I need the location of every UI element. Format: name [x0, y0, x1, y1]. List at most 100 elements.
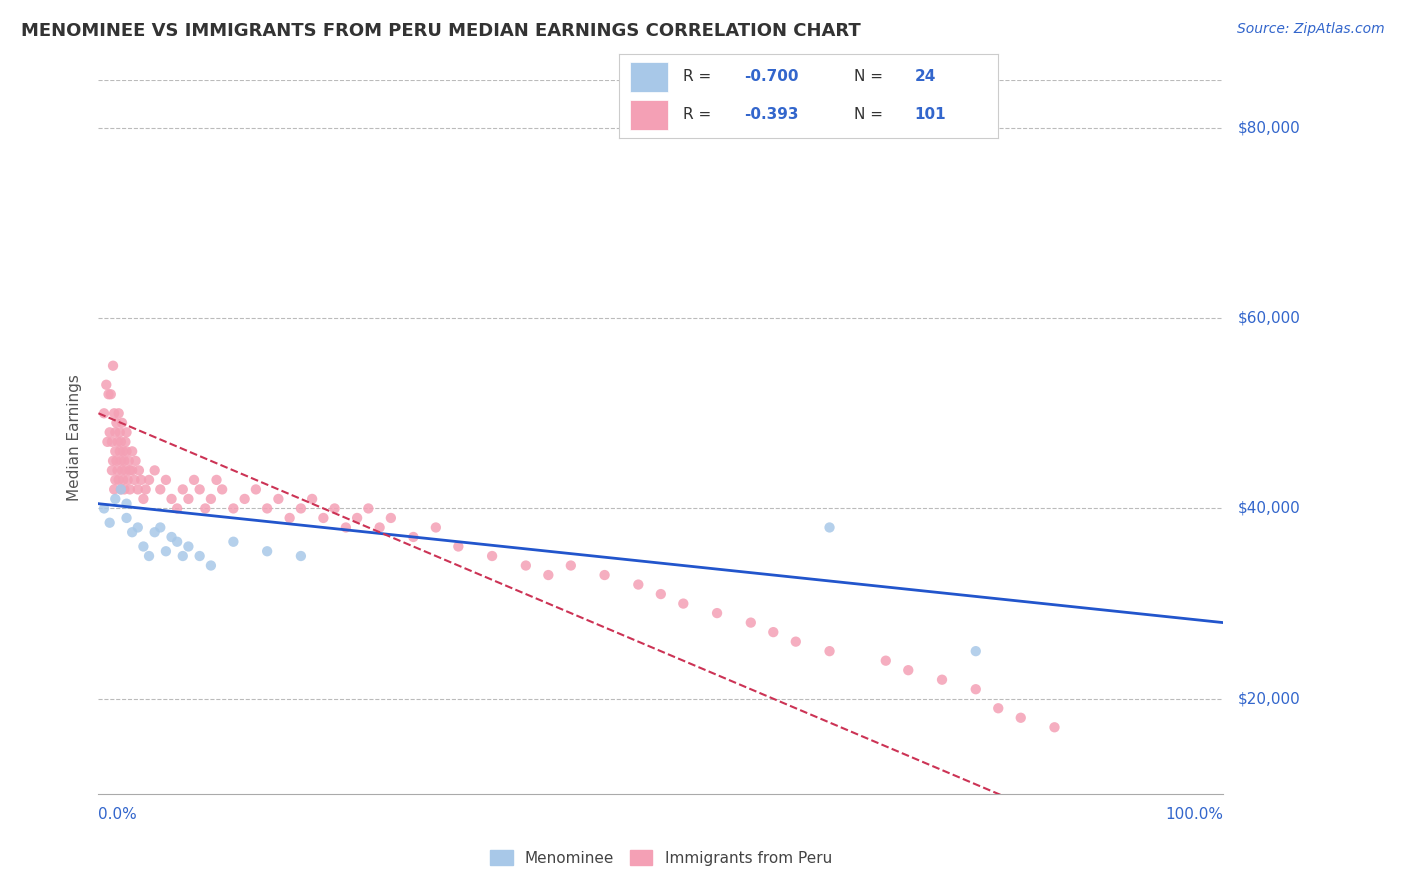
Point	[1010, 711, 1032, 725]
Point	[93, 501, 115, 516]
Point	[256, 501, 278, 516]
Point	[177, 540, 200, 554]
Point	[740, 615, 762, 630]
Text: N =: N =	[853, 70, 887, 85]
Point	[222, 501, 245, 516]
Text: $20,000: $20,000	[1237, 691, 1301, 706]
Point	[118, 454, 141, 468]
Point	[97, 387, 120, 401]
Point	[515, 558, 537, 573]
Point	[357, 501, 380, 516]
Point	[104, 491, 127, 506]
Text: 100.0%: 100.0%	[1166, 807, 1223, 822]
Point	[104, 444, 127, 458]
Point	[149, 520, 172, 534]
Text: -0.393: -0.393	[744, 107, 799, 122]
Point	[447, 540, 470, 554]
Point	[149, 483, 172, 497]
Point	[183, 473, 205, 487]
Point	[593, 568, 616, 582]
Point	[104, 473, 127, 487]
Point	[188, 549, 211, 563]
Point	[380, 511, 402, 525]
Text: -0.700: -0.700	[744, 70, 799, 85]
Point	[205, 473, 228, 487]
Point	[301, 491, 323, 506]
Point	[121, 444, 143, 458]
Point	[121, 463, 143, 477]
Point	[101, 463, 124, 477]
Point	[166, 534, 188, 549]
Point	[335, 520, 357, 534]
Point	[103, 406, 125, 420]
Point	[118, 463, 141, 477]
Point	[107, 434, 129, 449]
Point	[172, 483, 194, 497]
Bar	[630, 100, 668, 130]
Point	[98, 516, 121, 530]
Point	[117, 473, 139, 487]
Point	[267, 491, 290, 506]
Point	[290, 549, 312, 563]
Point	[108, 444, 131, 458]
Point	[166, 501, 188, 516]
Point	[155, 473, 177, 487]
Point	[127, 483, 149, 497]
Point	[368, 520, 391, 534]
Point	[107, 473, 129, 487]
Point	[965, 682, 987, 697]
Point	[672, 597, 695, 611]
Point	[110, 454, 132, 468]
Point	[138, 473, 160, 487]
Text: 101: 101	[915, 107, 946, 122]
Point	[627, 577, 650, 591]
Text: $60,000: $60,000	[1237, 310, 1301, 326]
Point	[115, 425, 138, 440]
Point	[312, 511, 335, 525]
Point	[103, 483, 125, 497]
Point	[222, 534, 245, 549]
Point	[233, 491, 256, 506]
Text: 0.0%: 0.0%	[98, 807, 138, 822]
Point	[143, 463, 166, 477]
Point	[200, 558, 222, 573]
Point	[290, 501, 312, 516]
Point	[115, 444, 138, 458]
Point	[118, 483, 141, 497]
Point	[93, 406, 115, 420]
Point	[110, 483, 132, 497]
Point	[112, 483, 135, 497]
Point	[172, 549, 194, 563]
Point	[111, 463, 134, 477]
Point	[135, 483, 157, 497]
Point	[256, 544, 278, 558]
Point	[112, 473, 135, 487]
Point	[818, 520, 841, 534]
Point	[143, 525, 166, 540]
Point	[105, 416, 128, 430]
Text: R =: R =	[683, 70, 716, 85]
Point	[110, 434, 132, 449]
Text: Source: ZipAtlas.com: Source: ZipAtlas.com	[1237, 22, 1385, 37]
Point	[177, 491, 200, 506]
Point	[101, 454, 124, 468]
Point	[127, 520, 149, 534]
Point	[124, 473, 146, 487]
Point	[160, 530, 183, 544]
Point	[818, 644, 841, 658]
Point	[124, 454, 146, 468]
Text: N =: N =	[853, 107, 887, 122]
Point	[138, 549, 160, 563]
Point	[200, 491, 222, 506]
Text: $80,000: $80,000	[1237, 120, 1301, 136]
Point	[155, 544, 177, 558]
Point	[98, 425, 121, 440]
Point	[108, 425, 131, 440]
Point	[129, 473, 152, 487]
Point	[101, 359, 124, 373]
Point	[160, 491, 183, 506]
Point	[132, 491, 155, 506]
Point	[132, 540, 155, 554]
Point	[897, 663, 920, 677]
Point	[96, 377, 118, 392]
